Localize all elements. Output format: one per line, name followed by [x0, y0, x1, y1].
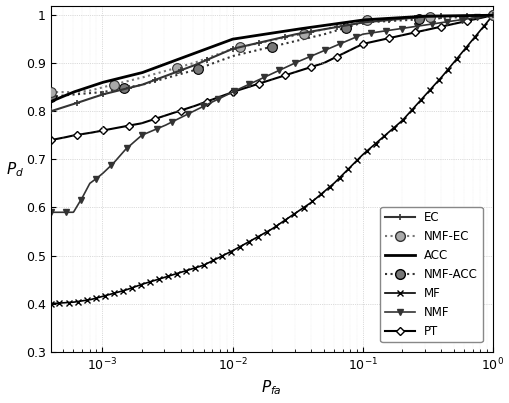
Y-axis label: $P_d$: $P_d$ — [6, 160, 23, 179]
Legend: EC, NMF-EC, ACC, NMF-ACC, MF, NMF, PT: EC, NMF-EC, ACC, NMF-ACC, MF, NMF, PT — [380, 206, 482, 343]
X-axis label: $P_{fa}$: $P_{fa}$ — [261, 379, 281, 397]
